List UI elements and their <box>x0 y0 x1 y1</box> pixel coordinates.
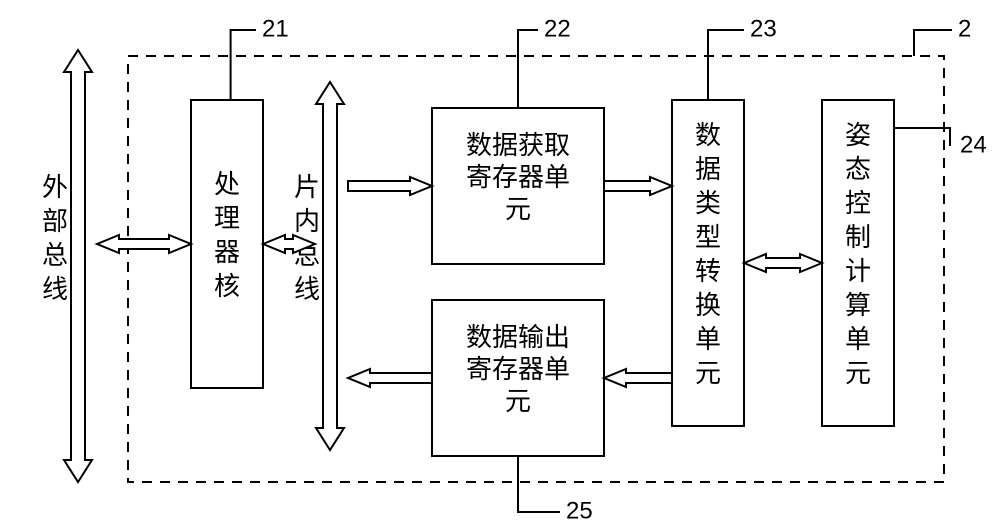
internal-bus-label: 线 <box>294 275 320 304</box>
node-conv-label: 据 <box>695 155 721 184</box>
callout-data-out-label: 25 <box>566 497 593 524</box>
node-data_in-label: 数据获取 <box>466 131 570 160</box>
external-bus-arrow <box>64 50 92 482</box>
arrow-data-in-to-conv <box>604 177 672 195</box>
internal-bus-label: 内 <box>294 207 320 236</box>
node-conv-label: 类 <box>695 189 721 218</box>
node-core-label: 理 <box>214 204 240 233</box>
callout-chip-leader <box>914 30 952 56</box>
internal-bus-arrow <box>316 82 344 450</box>
arrow-conv-to-attitude <box>744 254 822 272</box>
callout-data-out-leader <box>518 456 560 512</box>
internal-bus-label: 片 <box>294 173 320 202</box>
node-attitude-label: 控 <box>845 189 871 218</box>
node-attitude-label: 元 <box>845 359 871 388</box>
callout-core-label: 21 <box>262 15 289 42</box>
callout-attitude-label: 24 <box>960 131 987 158</box>
callout-chip-label: 2 <box>958 15 971 42</box>
node-data_out-label: 元 <box>505 387 531 416</box>
node-data_out-label: 寄存器单 <box>466 355 570 384</box>
node-attitude-label: 态 <box>845 155 871 184</box>
callout-core-leader <box>231 30 256 100</box>
node-attitude-label: 计 <box>845 257 871 286</box>
external-bus-label: 部 <box>42 207 68 236</box>
arrow-internal-to-data-in <box>348 177 432 195</box>
node-conv-label: 型 <box>695 223 721 252</box>
node-data_in-label: 寄存器单 <box>466 163 570 192</box>
node-attitude-label: 制 <box>845 223 871 252</box>
diagram-canvas: 外部总线片内总线处理器核数据获取寄存器单元数据类型转换单元姿态控制计算单元数据输… <box>0 0 1000 532</box>
callout-data-in-label: 22 <box>544 15 571 42</box>
node-conv-label: 换 <box>695 291 721 320</box>
node-data_out-label: 数据输出 <box>466 323 570 352</box>
node-core-label: 处 <box>214 170 240 199</box>
callout-conv-label: 23 <box>750 15 777 42</box>
node-attitude-label: 算 <box>845 291 871 320</box>
callout-attitude-leader <box>894 128 950 146</box>
node-attitude-label: 单 <box>845 325 871 354</box>
node-core-label: 核 <box>214 272 240 301</box>
node-attitude-label: 姿 <box>845 121 871 150</box>
node-conv-label: 元 <box>695 359 721 388</box>
callout-data-in-leader <box>518 30 538 108</box>
arrow-ext-to-core <box>97 235 191 253</box>
node-conv-label: 单 <box>695 325 721 354</box>
node-conv-label: 数 <box>695 121 721 150</box>
node-core-label: 器 <box>214 238 240 267</box>
external-bus-label: 外 <box>42 173 68 202</box>
external-bus-label: 总 <box>42 241 68 270</box>
node-conv-label: 转 <box>695 257 721 286</box>
node-data_in-label: 元 <box>505 195 531 224</box>
arrow-conv-to-data-out <box>604 369 672 387</box>
arrow-data-out-to-internal <box>348 369 432 387</box>
callout-conv-leader <box>708 30 744 100</box>
external-bus-label: 线 <box>42 275 68 304</box>
